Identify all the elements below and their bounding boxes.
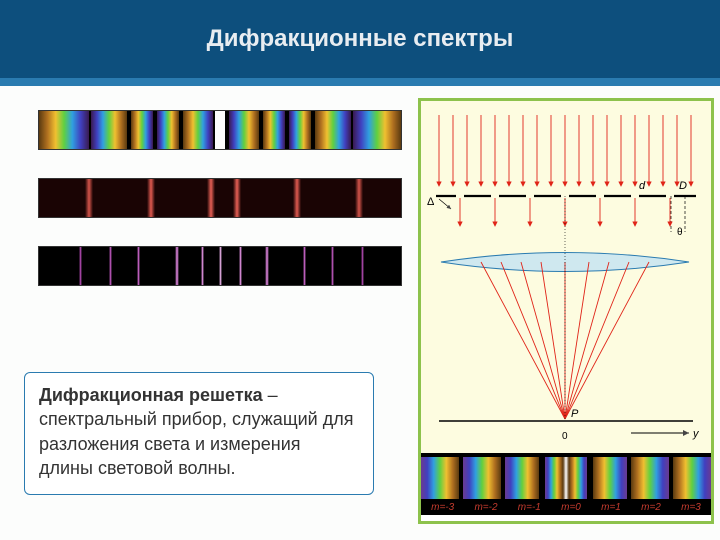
spectrum-2	[38, 246, 402, 286]
definition-term: Дифракционная решетка	[39, 385, 263, 405]
definition-separator: –	[263, 385, 278, 405]
header: Дифракционные спектры	[0, 0, 720, 78]
svg-text:0: 0	[562, 431, 568, 442]
order-spectrum-strip: m=-3 m=-2 m=-1 m=0 m=1 m=2 m=3	[421, 453, 711, 515]
header-underline	[0, 78, 720, 86]
svg-text:D: D	[679, 180, 687, 192]
spectrum-1	[38, 178, 402, 218]
svg-text:y: y	[692, 428, 700, 440]
spectrum-0	[38, 110, 402, 150]
svg-text:P: P	[571, 408, 579, 420]
svg-text:Δ: Δ	[427, 196, 435, 208]
order-label: m=1	[601, 502, 621, 513]
order-label: m=-3	[431, 502, 454, 513]
order-label: m=0	[561, 502, 581, 513]
definition-body: спектральный прибор, служащий для разлож…	[39, 409, 354, 478]
page-title: Дифракционные спектры	[207, 25, 514, 53]
order-label: m=3	[681, 502, 701, 513]
diagram-panel: d D Δθ y 0P m=-3 m=-2 m=-1 m=0 m=1 m=2 m=3	[418, 98, 714, 524]
order-label: m=-1	[518, 502, 541, 513]
svg-text:d: d	[639, 180, 646, 192]
grating-diagram: d D Δθ y 0P	[421, 101, 711, 453]
order-labels-row: m=-3 m=-2 m=-1 m=0 m=1 m=2 m=3	[421, 502, 711, 513]
definition-box: Дифракционная решетка – спектральный при…	[24, 372, 374, 495]
svg-text:θ: θ	[677, 227, 683, 238]
order-label: m=2	[641, 502, 661, 513]
spectra-column	[38, 110, 400, 314]
order-label: m=-2	[474, 502, 497, 513]
